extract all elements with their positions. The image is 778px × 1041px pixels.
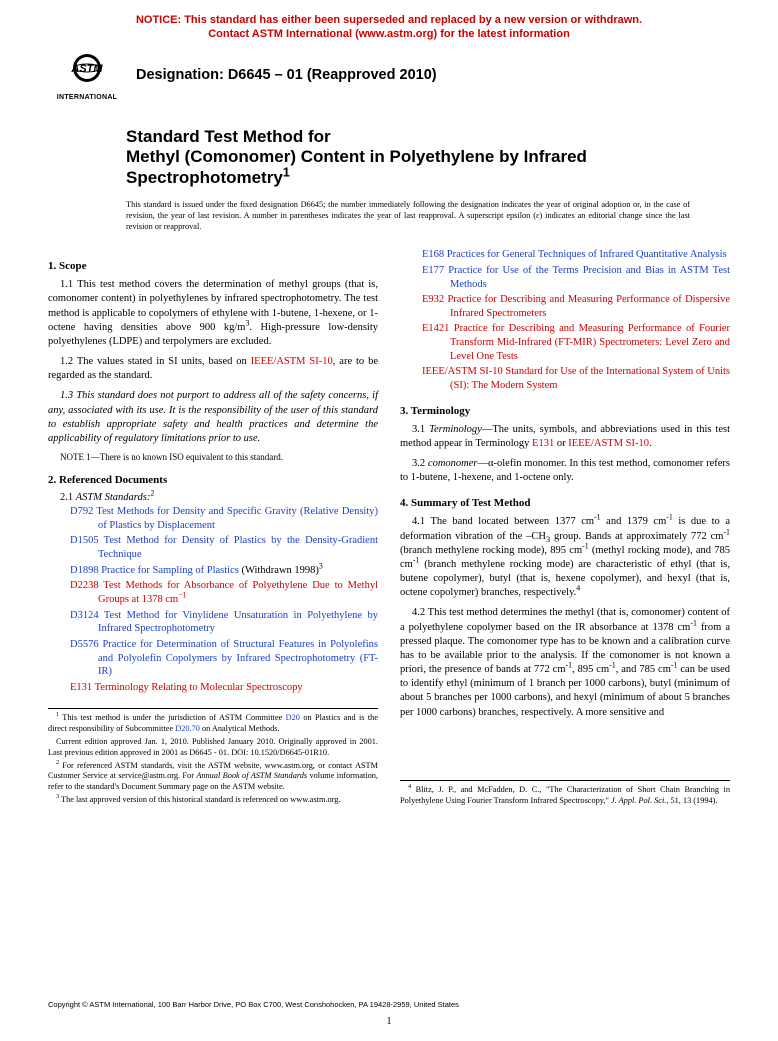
reference-link[interactable]: E177 Practice for Use of the Terms Preci… [422, 265, 730, 290]
svg-text:ASTM: ASTM [70, 63, 103, 75]
reference-link[interactable]: D3124 Test Method for Vinylidene Unsatur… [70, 610, 378, 635]
reference-item: D1505 Test Method for Density of Plastic… [48, 534, 378, 561]
right-column: E168 Practices for General Techniques of… [400, 250, 730, 806]
reference-item: E177 Practice for Use of the Terms Preci… [400, 264, 730, 291]
reference-link[interactable]: D2238 Test Methods for Absorbance of Pol… [70, 580, 378, 605]
footnote-4: 4 Blitz, J. P., and McFadden, D. C., "Th… [400, 785, 730, 807]
section-2-sub: 2.1 ASTM Standards:2 [48, 492, 378, 503]
section-4-head: 4. Summary of Test Method [400, 497, 730, 509]
para-3-1: 3.1 Terminology—The units, symbols, and … [400, 423, 730, 451]
document-title: Standard Test Method for Methyl (Comonom… [126, 127, 730, 189]
designation: Designation: D6645 – 01 (Reapproved 2010… [136, 67, 437, 83]
reference-link[interactable]: E1421 Practice for Describing and Measur… [422, 323, 730, 361]
page: NOTICE: This standard has either been su… [0, 0, 778, 1041]
title-line3: Spectrophotometry [126, 168, 283, 187]
section-3-head: 3. Terminology [400, 405, 730, 417]
reference-link[interactable]: E131 Terminology Relating to Molecular S… [70, 682, 303, 693]
footnotes-left: 1 This test method is under the jurisdic… [48, 708, 378, 805]
footnote-1: 1 This test method is under the jurisdic… [48, 713, 378, 735]
footnote-3: 3 The last approved version of this hist… [48, 795, 378, 806]
reference-link[interactable]: D1898 Practice for Sampling of Plastics [70, 565, 239, 576]
section-1-head: 1. Scope [48, 260, 378, 272]
para-4-1: 4.1 The band located between 1377 cm-1 a… [400, 515, 730, 600]
ref-list-right: E168 Practices for General Techniques of… [400, 248, 730, 392]
footnotes-right: 4 Blitz, J. P., and McFadden, D. C., "Th… [400, 780, 730, 807]
astm-logo: ASTM INTERNATIONAL [48, 50, 126, 101]
header-row: ASTM INTERNATIONAL Designation: D6645 – … [48, 50, 730, 101]
title-footnote-ref: 1 [283, 164, 290, 179]
notice-line1: NOTICE: This standard has either been su… [136, 14, 642, 26]
notice-line2: Contact ASTM International (www.astm.org… [208, 28, 570, 40]
footnote-1b: Current edition approved Jan. 1, 2010. P… [48, 737, 378, 759]
link-si10[interactable]: IEEE/ASTM SI-10 [251, 356, 333, 367]
section-2-head: 2. Referenced Documents [48, 474, 378, 486]
link-d20[interactable]: D20 [286, 713, 300, 722]
reference-item: D5576 Practice for Determination of Stru… [48, 638, 378, 679]
link-e131[interactable]: E131 [532, 438, 554, 449]
logo-label: INTERNATIONAL [48, 94, 126, 101]
link-d2070[interactable]: D20.70 [175, 724, 200, 733]
reference-link[interactable]: E932 Practice for Describing and Measuri… [422, 294, 730, 319]
copyright: Copyright © ASTM International, 100 Barr… [48, 1000, 459, 1009]
reference-link[interactable]: IEEE/ASTM SI-10 Standard for Use of the … [422, 366, 730, 391]
issued-note: This standard is issued under the fixed … [126, 199, 730, 233]
reference-link[interactable]: E168 Practices for General Techniques of… [422, 249, 727, 260]
reference-item: D3124 Test Method for Vinylidene Unsatur… [48, 609, 378, 636]
reference-item: E932 Practice for Describing and Measuri… [400, 293, 730, 320]
reference-item: E168 Practices for General Techniques of… [400, 248, 730, 262]
notice-banner: NOTICE: This standard has either been su… [48, 14, 730, 42]
reference-link[interactable]: D1505 Test Method for Density of Plastic… [70, 535, 378, 560]
reference-item: D1898 Practice for Sampling of Plastics … [48, 564, 378, 578]
reference-item: IEEE/ASTM SI-10 Standard for Use of the … [400, 365, 730, 392]
reference-item: E1421 Practice for Describing and Measur… [400, 322, 730, 363]
title-line2: Methyl (Comonomer) Content in Polyethyle… [126, 147, 587, 166]
two-column-body: 1. Scope 1.1 This test method covers the… [48, 250, 730, 806]
para-3-2: 3.2 comonomer—α-olefin monomer. In this … [400, 457, 730, 485]
title-line1: Standard Test Method for [126, 127, 331, 146]
left-column: 1. Scope 1.1 This test method covers the… [48, 250, 378, 806]
reference-link[interactable]: D792 Test Methods for Density and Specif… [70, 506, 378, 531]
reference-link[interactable]: D5576 Practice for Determination of Stru… [70, 639, 378, 677]
reference-item: D792 Test Methods for Density and Specif… [48, 505, 378, 532]
para-1-3: 1.3 This standard does not purport to ad… [48, 389, 378, 446]
note-1: NOTE 1—There is no known ISO equivalent … [48, 452, 378, 462]
reference-item: D2238 Test Methods for Absorbance of Pol… [48, 579, 378, 606]
ref-list-left: D792 Test Methods for Density and Specif… [48, 505, 378, 694]
para-1-1: 1.1 This test method covers the determin… [48, 278, 378, 349]
reference-item: E131 Terminology Relating to Molecular S… [48, 681, 378, 695]
link-si10b[interactable]: IEEE/ASTM SI-10 [568, 438, 649, 449]
para-1-2: 1.2 The values stated in SI units, based… [48, 355, 378, 383]
para-4-2: 4.2 This test method determines the meth… [400, 606, 730, 719]
page-number: 1 [0, 1016, 778, 1027]
footnote-2: 2 For referenced ASTM standards, visit t… [48, 761, 378, 793]
astm-logo-icon: ASTM [57, 50, 117, 90]
